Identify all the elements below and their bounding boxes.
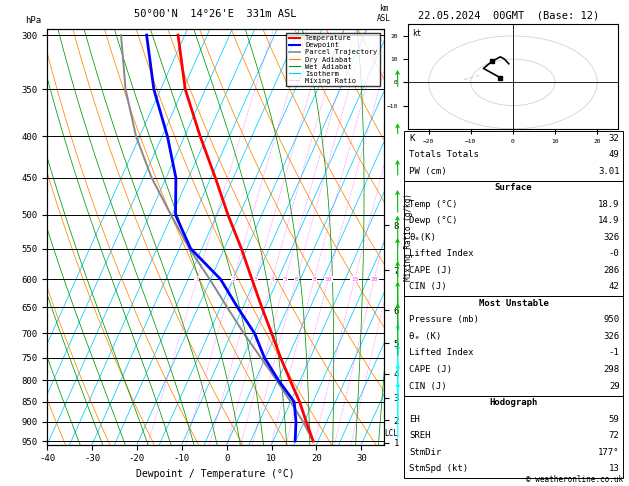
Text: 18.9: 18.9 xyxy=(598,200,620,209)
Text: Most Unstable: Most Unstable xyxy=(479,299,548,308)
Text: 13: 13 xyxy=(609,464,620,473)
Text: Lifted Index: Lifted Index xyxy=(409,249,474,259)
Text: K: K xyxy=(409,134,415,143)
Text: 326: 326 xyxy=(603,233,620,242)
Text: CIN (J): CIN (J) xyxy=(409,382,447,391)
Text: CAPE (J): CAPE (J) xyxy=(409,266,452,275)
Text: 32: 32 xyxy=(609,134,620,143)
Text: 14.9: 14.9 xyxy=(598,216,620,226)
Text: Hodograph: Hodograph xyxy=(489,398,538,407)
Text: θₑ (K): θₑ (K) xyxy=(409,332,442,341)
Text: kt: kt xyxy=(412,29,421,38)
Text: PW (cm): PW (cm) xyxy=(409,167,447,176)
Text: 22.05.2024  00GMT  (Base: 12): 22.05.2024 00GMT (Base: 12) xyxy=(418,11,599,21)
Text: 950: 950 xyxy=(603,315,620,325)
Text: 49: 49 xyxy=(609,150,620,159)
Text: 8: 8 xyxy=(312,277,316,282)
X-axis label: Dewpoint / Temperature (°C): Dewpoint / Temperature (°C) xyxy=(136,469,295,479)
Legend: Temperature, Dewpoint, Parcel Trajectory, Dry Adiabat, Wet Adiabat, Isotherm, Mi: Temperature, Dewpoint, Parcel Trajectory… xyxy=(286,33,380,87)
Text: EH: EH xyxy=(409,415,420,424)
Text: Totals Totals: Totals Totals xyxy=(409,150,479,159)
Text: © weatheronline.co.uk: © weatheronline.co.uk xyxy=(526,474,623,484)
Text: Pressure (mb): Pressure (mb) xyxy=(409,315,479,325)
Text: 2: 2 xyxy=(231,277,235,282)
Text: Dewp (°C): Dewp (°C) xyxy=(409,216,458,226)
Text: 5: 5 xyxy=(284,277,287,282)
Text: 326: 326 xyxy=(603,332,620,341)
Text: 4: 4 xyxy=(270,277,274,282)
Text: 3: 3 xyxy=(254,277,258,282)
Text: -0: -0 xyxy=(609,249,620,259)
Text: CIN (J): CIN (J) xyxy=(409,282,447,292)
Text: 3.01: 3.01 xyxy=(598,167,620,176)
Text: 20: 20 xyxy=(370,277,378,282)
Text: LCL: LCL xyxy=(384,429,398,438)
Text: 177°: 177° xyxy=(598,448,620,457)
Text: hPa: hPa xyxy=(25,16,42,25)
Text: StmDir: StmDir xyxy=(409,448,442,457)
Text: 10: 10 xyxy=(325,277,332,282)
Text: km
ASL: km ASL xyxy=(377,3,391,23)
Text: 1: 1 xyxy=(195,277,199,282)
Text: 50°00'N  14°26'E  331m ASL: 50°00'N 14°26'E 331m ASL xyxy=(134,9,297,19)
Text: θₑ(K): θₑ(K) xyxy=(409,233,437,242)
Text: Temp (°C): Temp (°C) xyxy=(409,200,458,209)
Text: -1: -1 xyxy=(609,348,620,358)
Text: SREH: SREH xyxy=(409,431,431,440)
Text: 298: 298 xyxy=(603,365,620,374)
Text: 6: 6 xyxy=(294,277,298,282)
Text: Mixing Ratio (g/kg): Mixing Ratio (g/kg) xyxy=(404,193,413,281)
Text: 29: 29 xyxy=(609,382,620,391)
Text: 15: 15 xyxy=(351,277,359,282)
Text: 42: 42 xyxy=(609,282,620,292)
Text: StmSpd (kt): StmSpd (kt) xyxy=(409,464,469,473)
Text: CAPE (J): CAPE (J) xyxy=(409,365,452,374)
Text: Lifted Index: Lifted Index xyxy=(409,348,474,358)
Text: 286: 286 xyxy=(603,266,620,275)
Text: 72: 72 xyxy=(609,431,620,440)
Text: Surface: Surface xyxy=(495,183,532,192)
Text: 59: 59 xyxy=(609,415,620,424)
